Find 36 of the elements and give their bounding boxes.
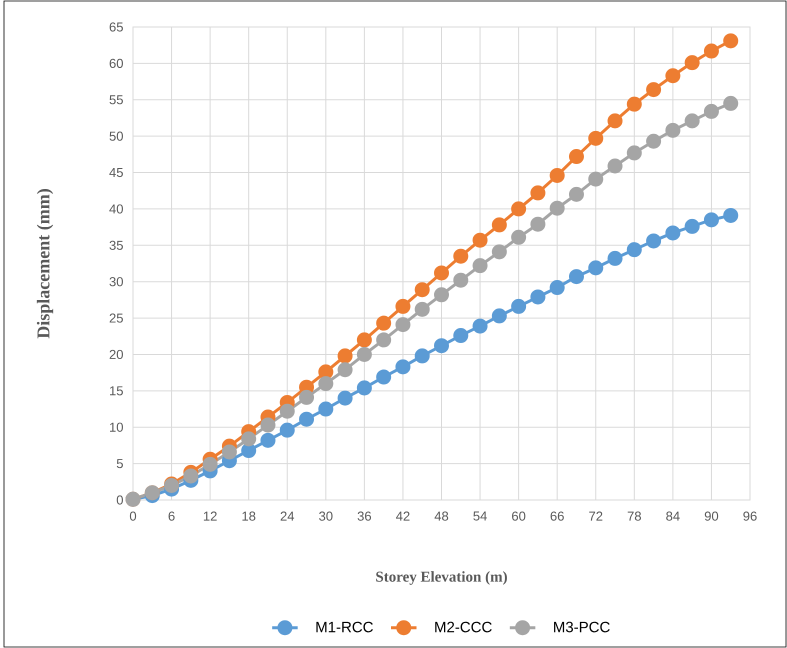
legend-label: M2-CCC xyxy=(435,622,492,632)
y-tick-label: 60 xyxy=(110,58,123,68)
x-tick-label: 24 xyxy=(280,512,294,521)
y-tick-label: 25 xyxy=(110,313,123,323)
x-tick-label: 72 xyxy=(589,512,602,521)
x-tick-label: 66 xyxy=(550,512,564,521)
x-axis-title: Storey Elevation (m) xyxy=(376,571,507,585)
x-tick-label: 12 xyxy=(204,512,217,521)
y-tick-label: 65 xyxy=(110,22,123,32)
y-tick-label: 0 xyxy=(116,495,123,505)
y-tick-label: 35 xyxy=(110,240,123,250)
x-tick-label: 0 xyxy=(130,512,136,521)
x-tick-label: 18 xyxy=(242,512,256,521)
x-tick-label: 48 xyxy=(434,512,448,521)
x-tick-label: 90 xyxy=(704,512,718,521)
legend-label: M1-RCC xyxy=(316,622,373,632)
y-axis-title: Displacement (mm) xyxy=(36,189,54,338)
y-tick-label: 10 xyxy=(110,422,123,432)
x-tick-label: 30 xyxy=(319,512,333,521)
y-tick-label: 45 xyxy=(109,168,123,178)
legend-label: M3-PCC xyxy=(554,622,610,632)
y-tick-label: 50 xyxy=(110,132,123,141)
y-tick-label: 15 xyxy=(110,386,123,396)
x-tick-label: 6 xyxy=(168,512,175,521)
x-tick-label: 42 xyxy=(396,512,410,521)
y-tick-label: 30 xyxy=(110,277,123,286)
x-tick-label: 96 xyxy=(743,512,757,521)
y-tick-label: 5 xyxy=(116,459,123,468)
y-tick-label: 20 xyxy=(110,350,123,360)
x-tick-label: 78 xyxy=(628,512,641,521)
y-tick-label: 40 xyxy=(109,204,123,214)
x-tick-label: 60 xyxy=(512,512,526,521)
y-tick-label: 55 xyxy=(110,95,123,104)
x-tick-label: 36 xyxy=(358,512,372,521)
x-tick-label: 84 xyxy=(666,512,680,521)
x-tick-label: 54 xyxy=(473,512,487,521)
